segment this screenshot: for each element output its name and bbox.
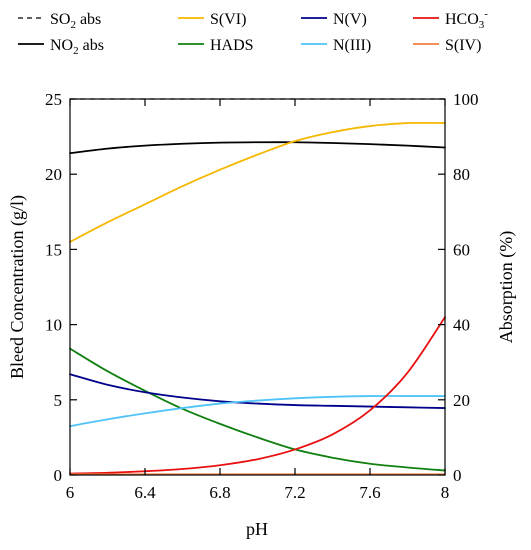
legend-item-so2-abs: SO2 abs bbox=[18, 11, 101, 31]
legend-label: S(VI) bbox=[210, 11, 246, 28]
y-right-tick-label: 60 bbox=[453, 240, 470, 259]
y-axis-left-title: Bleed Concentration (g/l) bbox=[7, 195, 28, 379]
y-right-tick-label: 20 bbox=[453, 391, 470, 410]
legend-label: SO2 abs bbox=[50, 11, 101, 31]
legend-label: HCO3- bbox=[445, 8, 488, 31]
y-left-tick-label: 20 bbox=[45, 165, 62, 184]
series-line-n-v bbox=[69, 373, 446, 409]
series-line-n-iii bbox=[69, 395, 446, 428]
x-tick-label: 6.8 bbox=[209, 483, 230, 502]
legend-item-s-iv: S(IV) bbox=[413, 37, 481, 54]
series-line-hads bbox=[69, 347, 446, 472]
y-left-tick-label: 5 bbox=[54, 391, 63, 410]
x-axis-title: pH bbox=[246, 519, 268, 539]
y-right-tick-label: 100 bbox=[453, 90, 479, 109]
plot-frame bbox=[69, 98, 446, 476]
legend-item-no2-abs: NO2 abs bbox=[18, 37, 104, 57]
legend-label: NO2 abs bbox=[50, 37, 104, 57]
legend-item-hco3: HCO3- bbox=[413, 8, 488, 31]
legend-label: N(III) bbox=[333, 37, 371, 54]
y-left-tick-label: 0 bbox=[54, 466, 63, 485]
y-left-tick-label: 15 bbox=[45, 240, 62, 259]
x-tick-label: 7.6 bbox=[359, 483, 380, 502]
x-tick-label: 8 bbox=[441, 483, 450, 502]
legend-item-n-iii: N(III) bbox=[301, 37, 371, 54]
legend-label: S(IV) bbox=[445, 37, 481, 54]
x-tick-label: 6.4 bbox=[134, 483, 156, 502]
y-right-tick-label: 80 bbox=[453, 165, 470, 184]
y-right-tick-label: 40 bbox=[453, 316, 470, 335]
legend: SO2 abs S(VI) N(V) HCO3- NO2 abs HADS N(III) S(… bbox=[18, 8, 488, 57]
x-tick-label: 6 bbox=[66, 483, 75, 502]
legend-item-n-v: N(V) bbox=[301, 11, 367, 28]
series-line-s-vi bbox=[69, 121, 446, 243]
series-layer bbox=[69, 98, 446, 476]
series-line-hco3 bbox=[69, 316, 446, 475]
legend-item-s-vi: S(VI) bbox=[178, 11, 246, 28]
series-line-no2-abs bbox=[69, 141, 446, 155]
y-left-tick-label: 25 bbox=[45, 90, 62, 109]
legend-label: HADS bbox=[210, 37, 254, 54]
x-tick-label: 7.2 bbox=[284, 483, 305, 502]
y-right-tick-label: 0 bbox=[453, 466, 462, 485]
y-left-tick-label: 10 bbox=[45, 316, 62, 335]
legend-item-hads: HADS bbox=[178, 37, 254, 54]
legend-label: N(V) bbox=[333, 11, 367, 28]
y-axis-right-title: Absorption (%) bbox=[496, 231, 517, 343]
